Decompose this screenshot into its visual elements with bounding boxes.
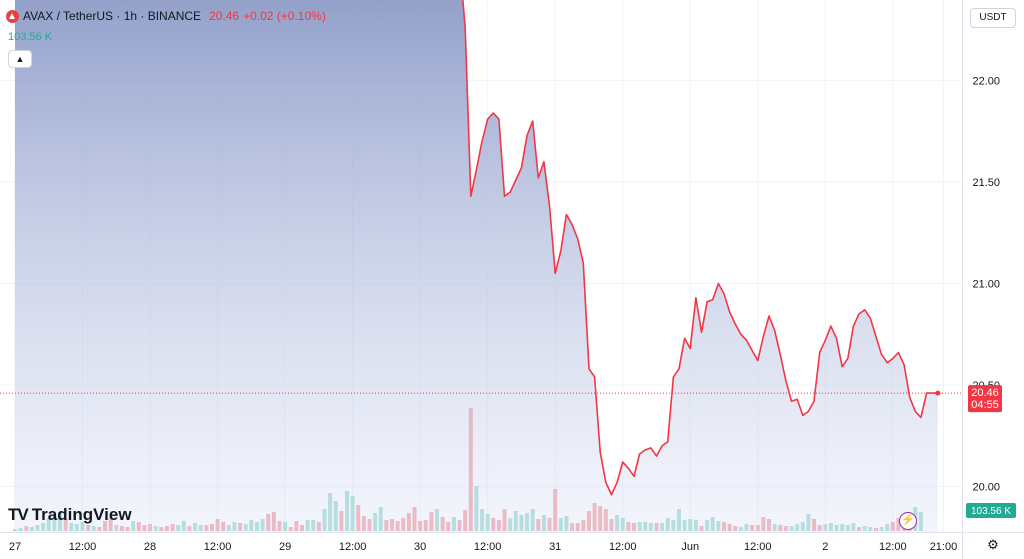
volume-value: 103.56 K (8, 31, 53, 43)
price-badge-countdown: 04:55 (971, 399, 999, 411)
price-tick-label: 20.00 (972, 482, 1000, 494)
time-tick-label: 12:00 (69, 541, 97, 553)
price-tick-label: 21.50 (972, 177, 1000, 189)
volume-badge-value: 103.56 K (971, 506, 1011, 517)
time-tick-label: 31 (549, 541, 561, 553)
price-tick-label: 22.00 (972, 76, 1000, 88)
chevron-up-icon[interactable]: ▲ (8, 50, 32, 68)
time-tick-label: 21:00 (930, 541, 958, 553)
time-tick-label: 27 (9, 541, 21, 553)
time-tick-label: Jun (681, 541, 699, 553)
time-tick-label: 12:00 (879, 541, 907, 553)
price-area-fill (15, 0, 938, 532)
price-axis[interactable]: 24.0023.5023.0022.5022.0021.5021.0020.50… (972, 0, 1000, 494)
time-tick-label: 12:00 (609, 541, 637, 553)
price-area (0, 0, 962, 532)
time-tick-label: 12:00 (474, 541, 502, 553)
lightning-icon[interactable]: ⚡ (899, 512, 917, 530)
time-tick-label: 28 (144, 541, 156, 553)
price-change: +0.02 (+0.10%) (243, 9, 326, 23)
tradingview-logo[interactable]: TV TradingView (8, 505, 132, 525)
time-tick-label: 12:00 (204, 541, 232, 553)
price-badge (968, 385, 1002, 413)
gear-icon[interactable]: ⚙ (987, 537, 999, 552)
time-tick-label: 12:00 (339, 541, 367, 553)
time-tick-label: 30 (414, 541, 426, 553)
time-tick-label: 29 (279, 541, 291, 553)
price-badge-value: 20.46 (971, 387, 999, 399)
time-axis[interactable]: 27 12:00 28 12:00 29 12:00 30 12:00 31 12:00 Jun 12… (9, 541, 957, 553)
symbol-title[interactable]: AVAX / TetherUS · 1h · BINANCE (23, 9, 202, 23)
time-tick-label: 12:00 (744, 541, 772, 553)
tradingview-text: TradingView (31, 505, 132, 524)
price-tick-label: 21.00 (972, 279, 1000, 291)
avax-logo-icon (6, 9, 19, 23)
currency-button[interactable]: USDT (970, 8, 1016, 28)
symbol-header[interactable]: AVAX / TetherUS · 1h · BINANCE 20.46 +0.… (6, 9, 326, 23)
last-price-dot (935, 390, 941, 396)
last-price: 20.46 (209, 9, 240, 23)
price-line (462, 0, 938, 496)
volume-badge (966, 503, 1016, 518)
tradingview-mark-icon: TV (8, 505, 29, 524)
time-tick-label: 2 (822, 541, 828, 553)
